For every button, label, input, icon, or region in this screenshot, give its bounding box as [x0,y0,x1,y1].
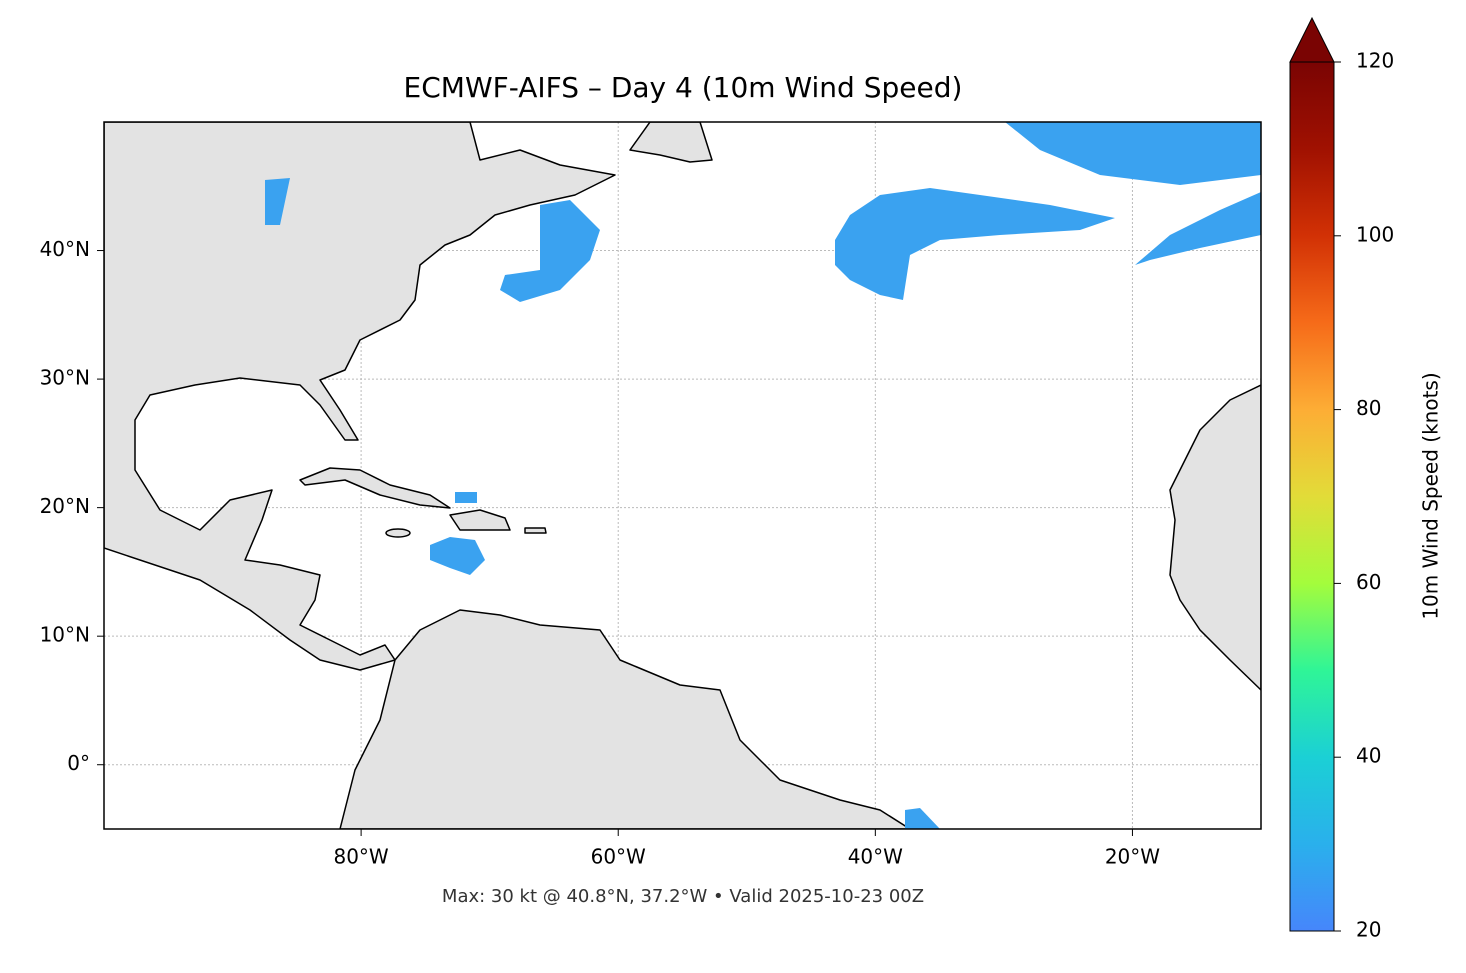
wind-area [430,537,485,575]
x-tick-label: 20°W [1105,845,1160,869]
y-tick-label: 10°N [40,623,90,647]
colorbar-tick-label: 40 [1356,744,1381,768]
wind-area [455,492,477,503]
y-tick-label: 30°N [40,366,90,390]
wind-area [265,178,290,225]
wind-area [905,808,940,829]
hispaniola [449,509,511,531]
colorbar-tick-label: 120 [1356,49,1394,73]
africa [1169,384,1261,691]
x-tick-label: 40°W [848,845,903,869]
colorbar-extend [1289,16,1335,63]
colorbar-label: 10m Wind Speed (knots) [1419,372,1443,619]
x-tick-label: 80°W [333,845,388,869]
puerto-rico [524,527,547,534]
cuba [299,467,451,509]
map-note: Max: 30 kt @ 40.8°N, 37.2°W • Valid 2025… [442,886,924,907]
map-frame [103,121,1262,830]
north-america [104,122,616,671]
wind-area [1005,122,1261,185]
colorbar [1289,61,1335,932]
south-america [339,609,911,829]
jamaica [385,528,411,538]
newfoundland [629,122,713,163]
map-title: ECMWF-AIFS – Day 4 (10m Wind Speed) [404,71,963,104]
y-tick-label: 40°N [40,237,90,261]
colorbar-tick-label: 60 [1356,570,1381,594]
colorbar-tick-label: 80 [1356,396,1381,420]
y-tick-label: 20°N [40,494,90,518]
y-tick-label: 0° [67,751,90,775]
x-tick-label: 60°W [591,845,646,869]
wind-area [835,188,1115,300]
map-area [104,122,1261,829]
wind-area [500,200,600,302]
wind-area [1135,192,1261,265]
colorbar-tick-label: 20 [1356,918,1381,942]
colorbar-tick-label: 100 [1356,222,1394,246]
